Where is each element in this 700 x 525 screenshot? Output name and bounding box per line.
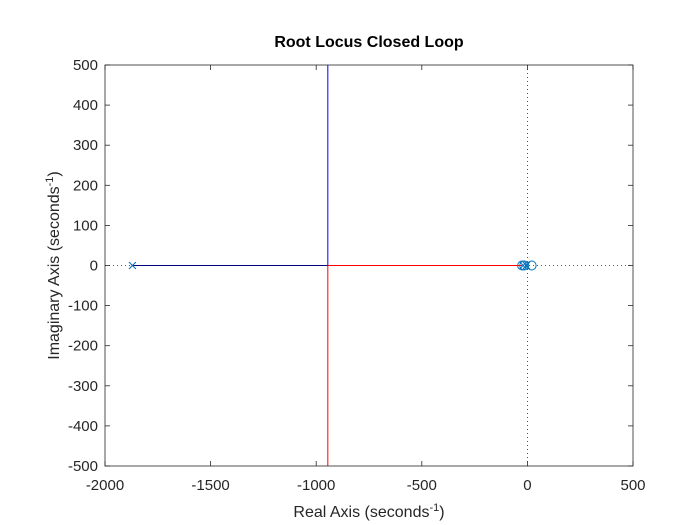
y-tick-label: 0 xyxy=(90,258,98,275)
zero-marker-2 xyxy=(519,260,530,271)
y-tick-label: -400 xyxy=(68,418,98,435)
x-tick-label: -500 xyxy=(407,477,437,494)
y-tick-label: 100 xyxy=(73,217,98,234)
y-tick-label: -500 xyxy=(68,458,98,475)
x-tick-label: 0 xyxy=(523,477,531,494)
y-tick-label: -100 xyxy=(68,298,98,315)
x-axis-label: Real Axis (seconds-1) xyxy=(293,502,444,521)
y-tick-label: -200 xyxy=(68,338,98,355)
y-tick-label: 200 xyxy=(73,177,98,194)
y-tick-label: 500 xyxy=(73,57,98,74)
y-tick-label: 400 xyxy=(73,97,98,114)
x-tick-label: -2000 xyxy=(86,477,124,494)
locus-series xyxy=(132,65,523,466)
zero-marker-3 xyxy=(526,260,537,271)
pole-zero-markers xyxy=(128,260,537,271)
axis-ticks xyxy=(104,64,634,467)
x-tick-label: 500 xyxy=(620,477,645,494)
chart-title: Root Locus Closed Loop xyxy=(274,34,464,51)
x-tick-label: -1000 xyxy=(297,477,335,494)
pole-marker-1 xyxy=(128,261,137,270)
y-axis-label: Imaginary Axis (seconds-1) xyxy=(44,171,63,360)
x-tick-label: -1500 xyxy=(191,477,229,494)
pole-marker-2 xyxy=(519,261,528,270)
axis-tick-labels: -2000 -1500 -1000 -500 0 500-500-400-300-200-… xyxy=(68,57,646,494)
y-tick-label: -300 xyxy=(68,378,98,395)
y-tick-label: 300 xyxy=(73,137,98,154)
